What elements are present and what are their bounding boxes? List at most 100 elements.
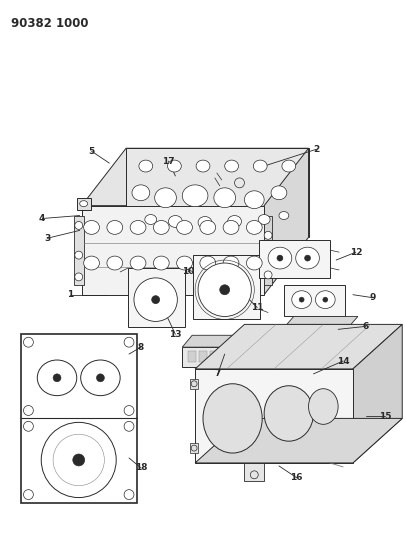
Ellipse shape <box>79 201 87 207</box>
Ellipse shape <box>244 191 264 208</box>
Bar <box>21 334 136 503</box>
Ellipse shape <box>130 256 145 270</box>
Bar <box>320 328 328 342</box>
Ellipse shape <box>264 271 271 279</box>
Ellipse shape <box>145 215 156 224</box>
Bar <box>190 443 198 453</box>
Text: 16: 16 <box>290 473 302 482</box>
Bar <box>195 369 352 463</box>
Text: 5: 5 <box>88 147 94 156</box>
Ellipse shape <box>75 273 83 281</box>
Ellipse shape <box>278 212 288 220</box>
Ellipse shape <box>41 422 116 498</box>
Ellipse shape <box>322 297 327 302</box>
Ellipse shape <box>37 360 77 395</box>
Ellipse shape <box>132 185 149 201</box>
Ellipse shape <box>264 231 271 239</box>
Polygon shape <box>182 335 269 347</box>
Bar <box>209 351 217 362</box>
Bar <box>188 351 196 362</box>
Ellipse shape <box>176 221 192 235</box>
Text: 15: 15 <box>378 412 391 421</box>
Text: 11: 11 <box>250 303 263 312</box>
Ellipse shape <box>72 454 84 466</box>
Bar <box>190 379 198 389</box>
Ellipse shape <box>246 256 262 270</box>
Ellipse shape <box>291 290 311 309</box>
Ellipse shape <box>227 215 241 228</box>
Ellipse shape <box>81 360 120 395</box>
Ellipse shape <box>96 374 104 382</box>
Ellipse shape <box>139 160 152 172</box>
Ellipse shape <box>154 188 176 208</box>
Polygon shape <box>81 148 308 206</box>
Ellipse shape <box>315 290 335 309</box>
Bar <box>333 328 341 342</box>
Bar <box>231 351 239 362</box>
Ellipse shape <box>167 160 181 172</box>
Bar <box>286 325 350 346</box>
Ellipse shape <box>134 278 177 321</box>
Ellipse shape <box>196 160 209 172</box>
Text: 3: 3 <box>44 234 50 243</box>
Ellipse shape <box>202 384 262 453</box>
Ellipse shape <box>267 247 291 269</box>
Bar <box>81 206 264 295</box>
Ellipse shape <box>151 296 159 304</box>
Bar <box>220 351 228 362</box>
Bar <box>264 215 271 285</box>
Ellipse shape <box>298 297 303 302</box>
Ellipse shape <box>107 221 122 235</box>
Bar <box>193 255 260 319</box>
Ellipse shape <box>223 221 238 235</box>
Text: 8: 8 <box>137 343 144 352</box>
Text: 6: 6 <box>362 322 368 331</box>
Text: 7: 7 <box>214 369 220 378</box>
Bar <box>182 347 258 367</box>
Text: 9: 9 <box>369 293 375 302</box>
Text: 1: 1 <box>66 290 73 299</box>
Bar <box>77 198 90 209</box>
Ellipse shape <box>224 160 238 172</box>
Ellipse shape <box>182 185 207 207</box>
Ellipse shape <box>75 222 83 229</box>
Bar <box>198 351 207 362</box>
Text: 10: 10 <box>181 268 194 277</box>
Ellipse shape <box>295 247 319 269</box>
Ellipse shape <box>253 160 266 172</box>
Ellipse shape <box>223 256 238 270</box>
Polygon shape <box>352 325 401 463</box>
Bar <box>294 328 303 342</box>
Text: 90382 1000: 90382 1000 <box>11 17 88 30</box>
Bar <box>307 328 315 342</box>
Ellipse shape <box>130 221 145 235</box>
Ellipse shape <box>281 160 295 172</box>
Ellipse shape <box>107 256 122 270</box>
Text: 12: 12 <box>349 248 361 257</box>
Ellipse shape <box>83 221 99 235</box>
Polygon shape <box>126 148 308 237</box>
Ellipse shape <box>168 215 182 228</box>
Polygon shape <box>195 418 401 463</box>
Ellipse shape <box>53 374 61 382</box>
Bar <box>258 240 329 278</box>
Ellipse shape <box>83 256 99 270</box>
Bar <box>74 215 83 285</box>
Polygon shape <box>195 325 401 369</box>
Text: 2: 2 <box>313 145 319 154</box>
Text: 14: 14 <box>336 357 349 366</box>
Ellipse shape <box>199 221 215 235</box>
Ellipse shape <box>176 256 192 270</box>
Bar <box>128 268 185 327</box>
Bar <box>242 351 250 362</box>
Text: 13: 13 <box>169 330 181 339</box>
Ellipse shape <box>258 215 269 224</box>
Ellipse shape <box>75 251 83 259</box>
Ellipse shape <box>276 255 282 261</box>
Text: 18: 18 <box>134 463 147 472</box>
Ellipse shape <box>198 263 251 317</box>
Text: 17: 17 <box>162 157 175 166</box>
Ellipse shape <box>246 221 262 235</box>
Ellipse shape <box>308 389 337 424</box>
Bar <box>244 463 264 481</box>
